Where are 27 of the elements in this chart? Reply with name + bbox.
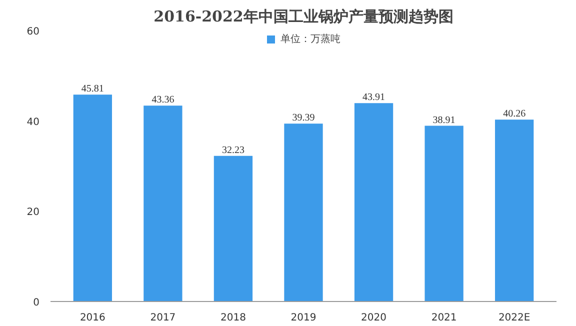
x-tick-label: 2016 [80,312,106,324]
y-tick-label: 0 [33,298,40,308]
bar [144,106,182,302]
y-tick-label: 40 [26,116,40,128]
x-tick-label: 2020 [361,312,387,324]
data-label: 45.81 [81,84,104,95]
x-tick-label: 2022E [498,312,530,324]
data-label: 39.39 [292,112,315,124]
data-label: 43.36 [152,94,174,106]
data-label: 40.26 [503,108,526,120]
legend-label: 单位：万蒸吨 [280,32,340,46]
bar [73,94,112,302]
bar [354,103,394,302]
chart-title: 2016-2022年中国工业锅炉产量预测趋势图 [154,8,454,26]
x-tick-label: 2019 [290,312,316,324]
x-tick-label: 2017 [150,312,176,324]
data-label: 32.23 [222,144,244,156]
y-tick-label: 60 [26,26,40,38]
bar [284,124,323,302]
data-label: 38.91 [432,114,456,126]
x-tick-label: 2021 [431,312,457,324]
bar [424,126,464,302]
x-tick-label: 2018 [220,312,246,324]
bar [495,120,534,302]
bar [214,156,253,302]
y-tick-label: 20 [26,207,40,218]
data-label: 43.91 [362,92,386,104]
